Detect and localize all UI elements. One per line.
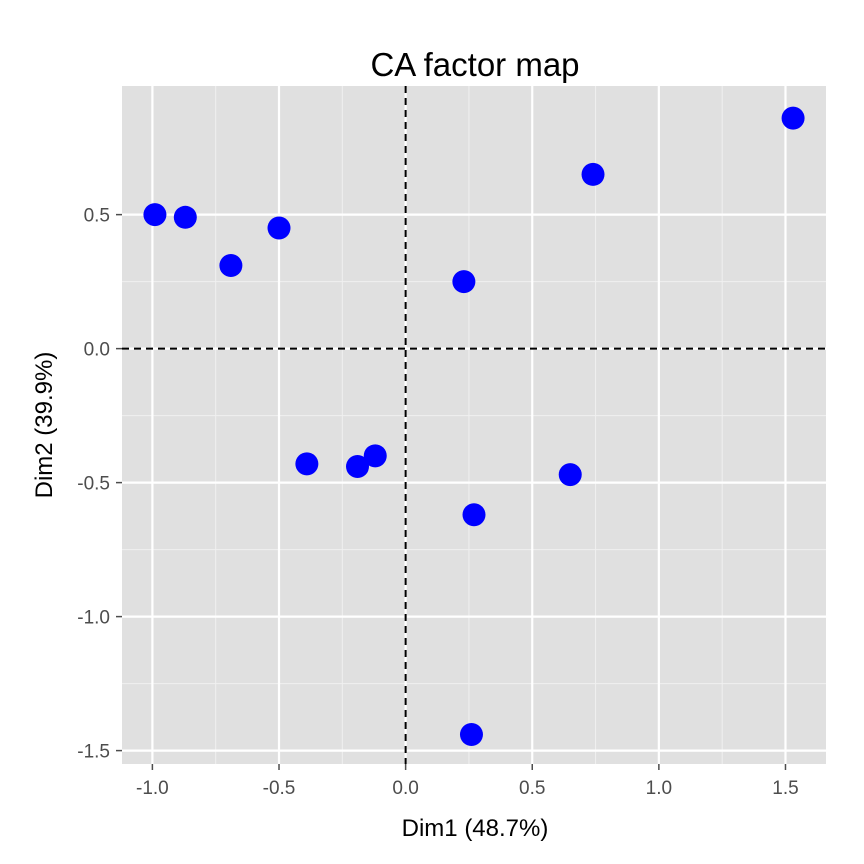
data-point (363, 444, 387, 468)
y-tick-label: -1.0 (77, 608, 110, 629)
x-tick-label: -0.5 (263, 778, 296, 799)
x-tick-label: 1.0 (646, 778, 672, 799)
data-point (346, 455, 370, 479)
y-axis-ticks: 0.5 0.0 -0.5 -1.0 -1.5 (77, 206, 122, 763)
x-tick-label: 0.0 (392, 778, 418, 799)
y-tick-label: -1.5 (77, 742, 110, 763)
data-point (462, 503, 486, 527)
data-points (143, 106, 805, 747)
data-point (581, 162, 605, 186)
x-tick-label: -1.0 (136, 778, 169, 799)
data-point (558, 463, 582, 487)
x-tick-label: 1.5 (772, 778, 798, 799)
y-axis-title: Dim2 (39.9%) (31, 352, 58, 499)
data-point (173, 205, 197, 229)
data-point (452, 270, 476, 294)
plot-panel (122, 86, 826, 764)
data-point (295, 452, 319, 476)
x-axis-ticks: -1.0 -0.5 0.0 0.5 1.0 1.5 (136, 764, 799, 799)
data-point (143, 203, 167, 227)
chart-title: CA factor map (370, 46, 579, 83)
data-point (781, 106, 805, 130)
reference-lines (122, 86, 826, 764)
x-tick-label: 0.5 (519, 778, 545, 799)
y-tick-label: -0.5 (77, 474, 110, 495)
y-tick-label: 0.5 (84, 206, 110, 227)
data-point (219, 254, 243, 278)
y-tick-label: 0.0 (84, 340, 110, 361)
x-axis-title: Dim1 (48.7%) (402, 815, 549, 842)
data-point (267, 216, 291, 240)
data-point (459, 723, 483, 747)
